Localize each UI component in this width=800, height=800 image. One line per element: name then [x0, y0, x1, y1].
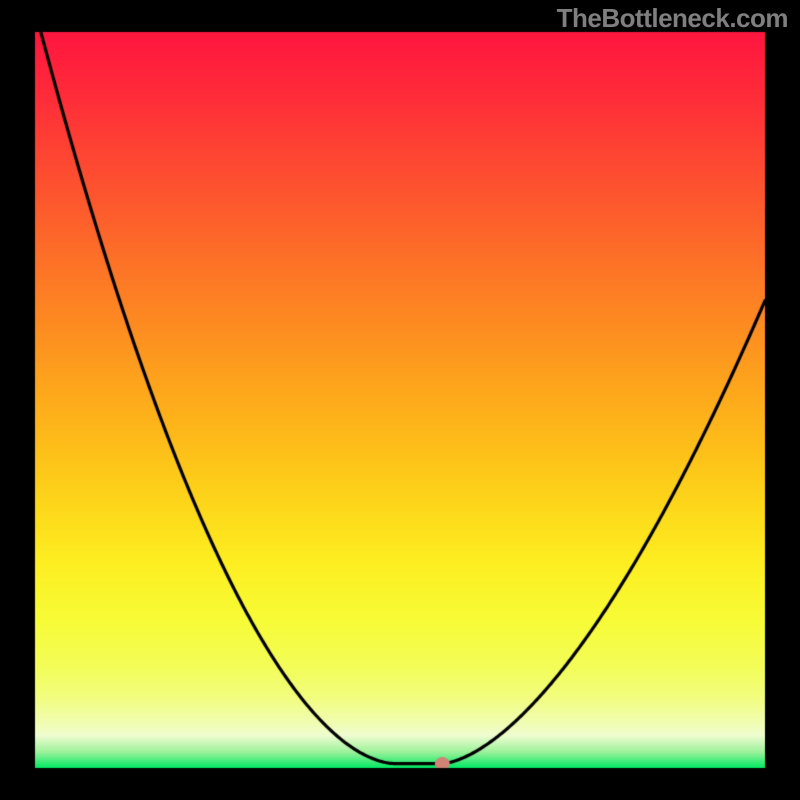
watermark-text: TheBottleneck.com: [557, 3, 788, 34]
bottleneck-curve-chart: [0, 0, 800, 800]
chart-container: TheBottleneck.com: [0, 0, 800, 800]
